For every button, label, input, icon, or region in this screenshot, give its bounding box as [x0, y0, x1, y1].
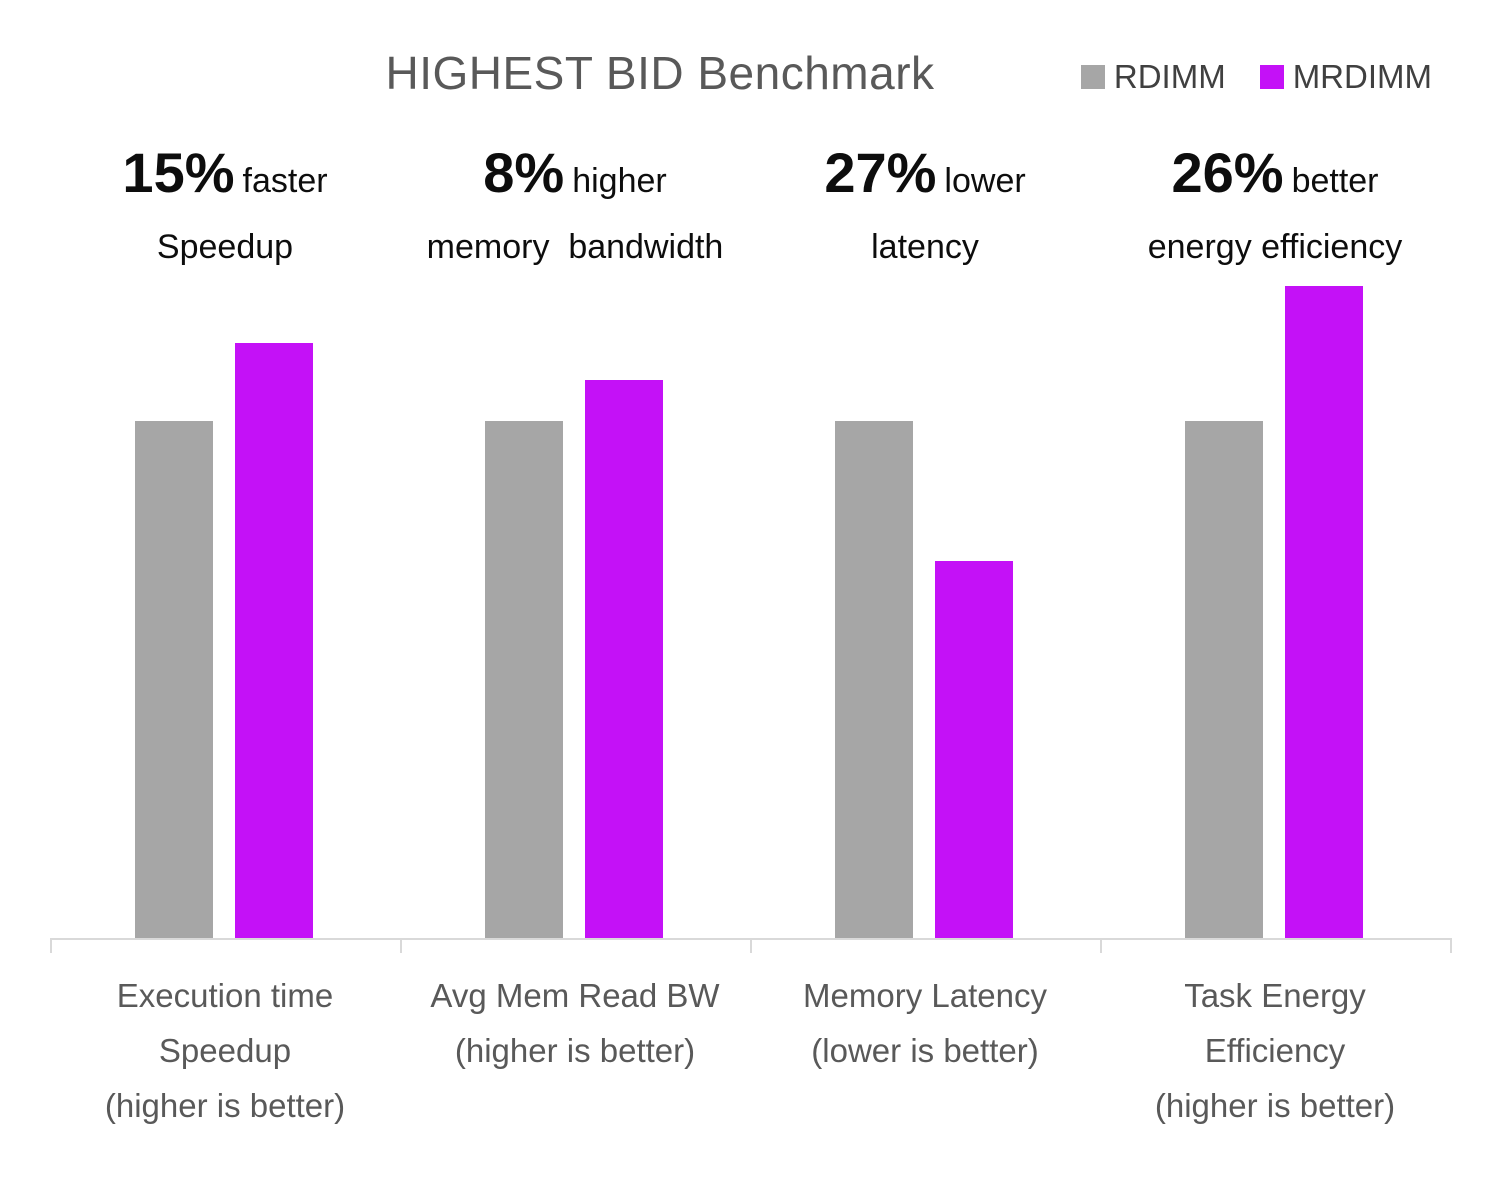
bar-group-3: [750, 200, 1100, 939]
annotations: 15% faster Speedup 8% higher memory bandwidth…: [50, 142, 1450, 282]
annotation-group-4: 26% better energy efficiency: [1100, 142, 1450, 269]
mrdimm-bar: [1285, 286, 1363, 939]
legend-item-mrdimm: MRDIMM: [1259, 58, 1432, 96]
category-label-4: Task Energy Efficiency (higher is better): [1100, 968, 1450, 1133]
annotation-headline: 8% higher: [400, 142, 750, 219]
category-label-line: Task Energy: [1184, 977, 1366, 1014]
legend-label-rdimm: RDIMM: [1113, 58, 1226, 95]
category-label-line: Memory Latency: [803, 977, 1047, 1014]
annotation-group-1: 15% faster Speedup: [50, 142, 400, 269]
annotation-detail: Speedup: [156, 228, 294, 266]
x-axis-tick: [50, 938, 52, 953]
rdimm-bar: [835, 421, 913, 939]
rdimm-bar: [135, 421, 213, 939]
legend-item-rdimm: RDIMM: [1080, 58, 1226, 96]
rdimm-bar: [1185, 421, 1263, 939]
chart-title: HIGHEST BID Benchmark: [385, 47, 935, 99]
category-label-line: (higher is better): [1154, 1087, 1396, 1124]
annotation-stat: 8%: [483, 141, 565, 204]
annotation-headline: 26% better: [1100, 142, 1450, 219]
x-axis-tick: [400, 938, 402, 953]
x-axis-tick: [1450, 938, 1452, 953]
annotation-headline: 27% lower: [750, 142, 1100, 219]
annotation-headline: 15% faster: [50, 142, 400, 219]
mrdimm-bar: [585, 380, 663, 939]
category-label-1: Execution time Speedup (higher is better): [50, 968, 400, 1133]
category-label-3: Memory Latency (lower is better): [750, 968, 1100, 1078]
category-label-line: Avg Mem Read BW: [430, 977, 720, 1014]
annotation-detail: memory bandwidth: [426, 228, 724, 266]
annotation-group-3: 27% lower latency: [750, 142, 1100, 269]
annotation-detail: latency: [871, 228, 979, 266]
bar-group-2: [400, 200, 750, 939]
rdimm-swatch-icon: [1080, 65, 1105, 89]
annotation-qualifier: faster: [242, 162, 328, 200]
category-label-line: Speedup: [158, 1032, 292, 1069]
annotation-qualifier: better: [1291, 162, 1379, 200]
annotation-detail: energy efficiency: [1147, 228, 1403, 266]
bar-group-4: [1100, 200, 1450, 939]
annotation-stat: 27%: [824, 141, 937, 204]
mrdimm-swatch-icon: [1259, 65, 1284, 89]
category-label-line: (higher is better): [104, 1087, 346, 1124]
bar-group-1: [50, 200, 400, 939]
annotation-stat: 26%: [1171, 141, 1284, 204]
category-label-line: (lower is better): [811, 1032, 1039, 1069]
x-axis-tick: [750, 938, 752, 953]
x-axis-tick: [1100, 938, 1102, 953]
annotation-qualifier: higher: [572, 162, 667, 200]
legend-label-mrdimm: MRDIMM: [1292, 58, 1432, 95]
mrdimm-bar: [235, 343, 313, 939]
rdimm-bar: [485, 421, 563, 939]
legend: RDIMM MRDIMM: [1080, 58, 1432, 96]
category-label-2: Avg Mem Read BW (higher is better): [400, 968, 750, 1078]
annotation-group-2: 8% higher memory bandwidth: [400, 142, 750, 269]
plot-area: [50, 200, 1450, 939]
category-label-line: (higher is better): [454, 1032, 696, 1069]
category-label-line: Execution time: [116, 977, 334, 1014]
mrdimm-bar: [935, 561, 1013, 939]
category-label-line: Efficiency: [1204, 1032, 1346, 1069]
annotation-qualifier: lower: [944, 162, 1026, 200]
annotation-stat: 15%: [122, 141, 235, 204]
